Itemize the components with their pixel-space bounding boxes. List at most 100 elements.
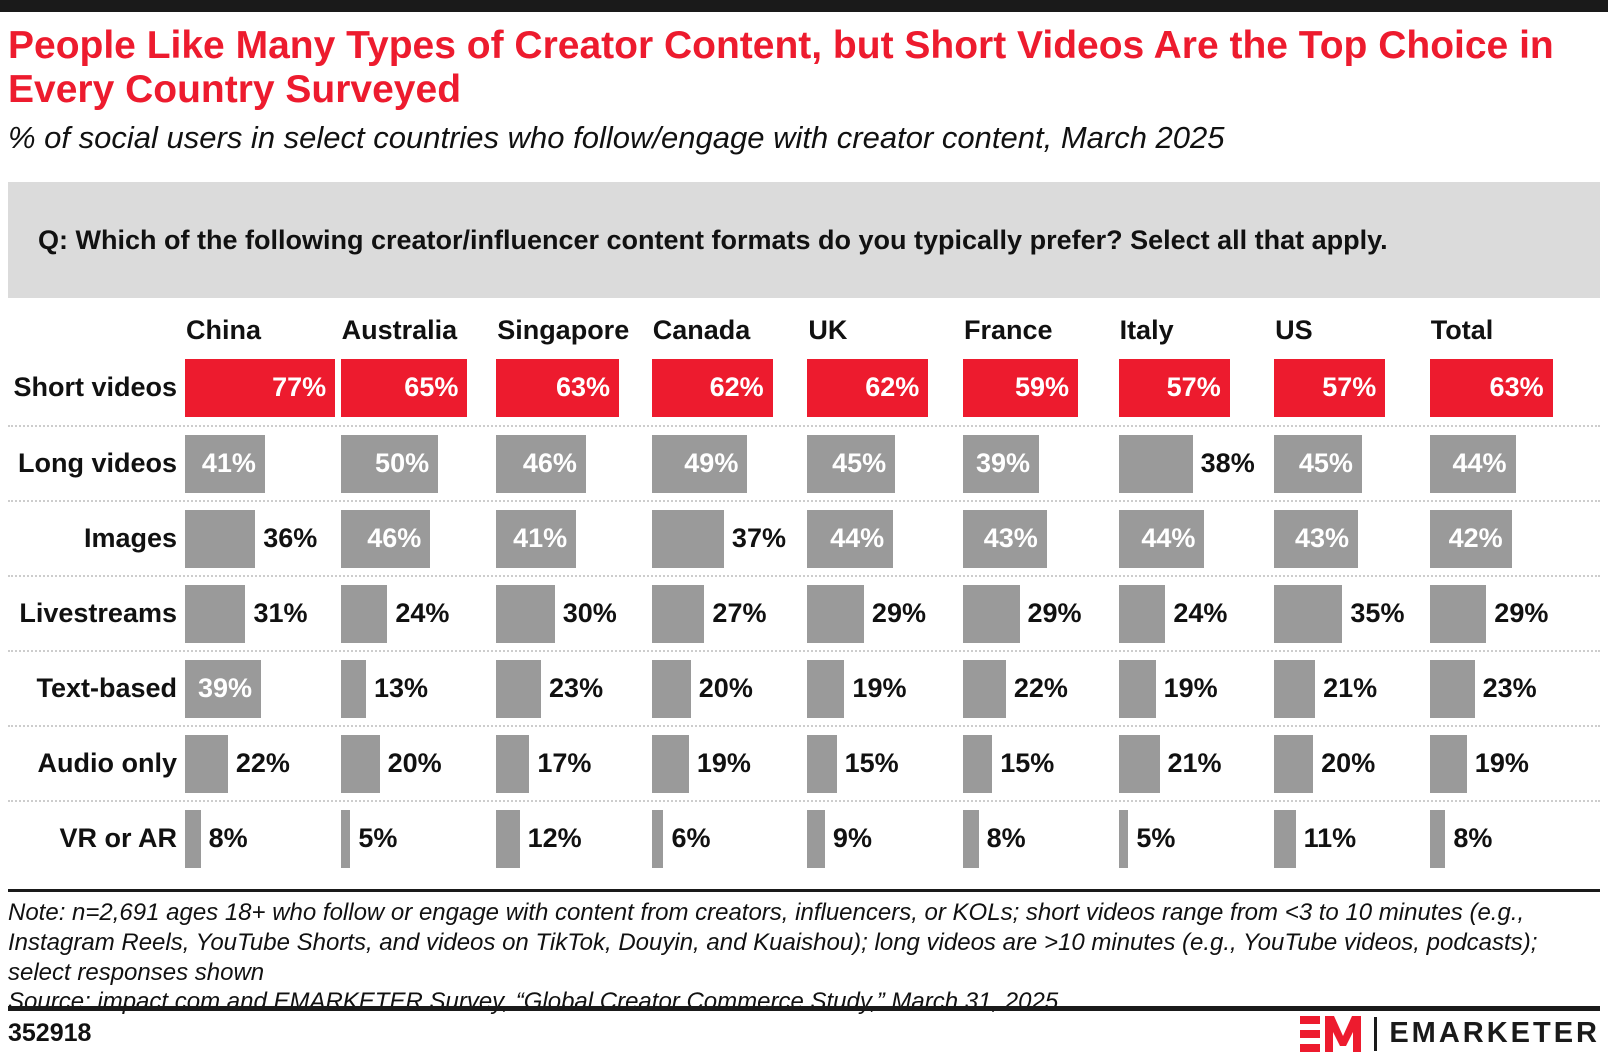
bar-gray: 46% [496,434,586,493]
bar-gray [496,584,555,643]
bar-cell-australia: 50% [340,434,497,493]
bar-gray: 49% [651,434,748,493]
value-label: 63% [555,372,611,403]
bar-gray: 44% [1429,434,1516,493]
bar-gray [340,659,366,718]
value-label: 8% [1453,823,1493,854]
value-label: 12% [527,823,582,854]
bar-gray: 46% [340,509,431,568]
bar-cell-us: 11% [1274,809,1430,868]
bar-gray [807,584,864,643]
bar-cell-france: 8% [962,809,1119,868]
bar-cell-italy: 38% [1118,434,1275,493]
chart-rows: Short videos 77% 65% 63% 62% 62% 59% 57% 57% 63% L… [8,350,1600,875]
bar-gray [1429,809,1446,868]
value-label: 43% [1294,523,1349,554]
bar-cell-canada: 27% [651,584,808,643]
row-label: Text-based [36,673,177,704]
bar-gray: 45% [1274,434,1362,493]
bar-gray [1429,584,1487,643]
bar-red: 65% [340,358,468,417]
chart-id: 352918 [8,1019,92,1047]
row-label: Livestreams [19,598,177,629]
bar-cell-total: 19% [1429,734,1586,793]
value-label: 11% [1303,823,1357,854]
chart-row-vr-or-ar: VR or AR 8% 5% 12% 6% 9% 8% 5% 11% 8% [8,800,1600,875]
bar-cell-singapore: 41% [496,509,652,568]
bar-gray [1118,584,1166,643]
bar-gray [651,659,691,718]
value-label: 19% [852,673,907,704]
bar-gray [1274,659,1316,718]
chart-row-long-videos: Long videos 41% 50% 46% 49% 45% 39% 38% 45% 44% [8,425,1600,500]
value-label: 20% [698,673,753,704]
bar-gray: 43% [1274,509,1358,568]
bar-gray: 44% [807,509,894,568]
value-label: 44% [830,523,885,554]
value-label: 59% [1014,372,1070,403]
column-header-row: China Australia Singapore Canada UK France Ita… [8,308,1600,350]
column-header-china: China [186,315,262,346]
bar-gray: 42% [1429,509,1512,568]
value-label: 45% [832,448,887,479]
bar-cell-us: 43% [1274,509,1430,568]
bar-red: 57% [1118,358,1230,417]
bar-gray [1118,434,1193,493]
column-header-italy: Italy [1119,315,1174,346]
value-label: 39% [198,673,253,704]
brand-lockup: EMARKETER [1300,1014,1600,1054]
value-label: 31% [253,598,308,629]
bar-cell-uk: 62% [807,358,963,417]
bar-gray [185,809,201,868]
bar-cell-uk: 9% [807,809,963,868]
bar-gray [185,584,246,643]
bar-gray: 41% [496,509,577,568]
value-label: 6% [671,823,711,854]
value-label: 65% [404,372,459,403]
value-label: 50% [375,448,430,479]
value-label: 39% [975,448,1031,479]
bar-gray [651,584,705,643]
value-label: 35% [1350,598,1405,629]
bar-cell-singapore: 12% [496,809,652,868]
chart-row-audio-only: Audio only 22% 20% 17% 19% 15% 15% 21% 20% 19% [8,725,1600,800]
value-label: 30% [562,598,617,629]
bar-cell-australia: 24% [340,584,497,643]
value-label: 22% [235,748,290,779]
bar-gray: 39% [962,434,1040,493]
bar-cell-singapore: 30% [496,584,652,643]
bar-cell-uk: 29% [807,584,963,643]
survey-question-box: Q: Which of the following creator/influe… [8,182,1600,299]
footer-bar: 352918 EMARKETER [8,1006,1600,1056]
row-label: Short videos [13,372,177,403]
value-label: 8% [208,823,248,854]
bar-cell-france: 22% [962,659,1119,718]
column-header-france: France [963,315,1053,346]
value-label: 38% [1200,448,1255,479]
bar-cell-italy: 57% [1118,358,1275,417]
bar-cell-france: 15% [962,734,1119,793]
value-label: 20% [387,748,442,779]
bar-cell-australia: 13% [340,659,497,718]
value-label: 23% [1482,673,1537,704]
bar-gray [962,659,1006,718]
bar-gray [962,734,993,793]
bar-cell-uk: 19% [807,659,963,718]
bar-gray [1118,734,1160,793]
bar-gray [496,809,520,868]
bar-gray: 50% [340,434,439,493]
bar-red: 77% [185,358,336,417]
value-label: 29% [1494,598,1549,629]
value-label: 23% [549,673,604,704]
chart-row-images: Images 36% 46% 41% 37% 44% 43% 44% 43% 42% [8,500,1600,575]
bar-gray: 45% [807,434,896,493]
bar-cell-us: 35% [1274,584,1430,643]
bar-cell-france: 43% [962,509,1119,568]
bar-gray [807,734,837,793]
column-header-us: US [1275,315,1313,346]
bar-cell-total: 44% [1429,434,1586,493]
bar-cell-us: 20% [1274,734,1430,793]
brand-divider [1374,1016,1378,1051]
value-label: 24% [395,598,450,629]
